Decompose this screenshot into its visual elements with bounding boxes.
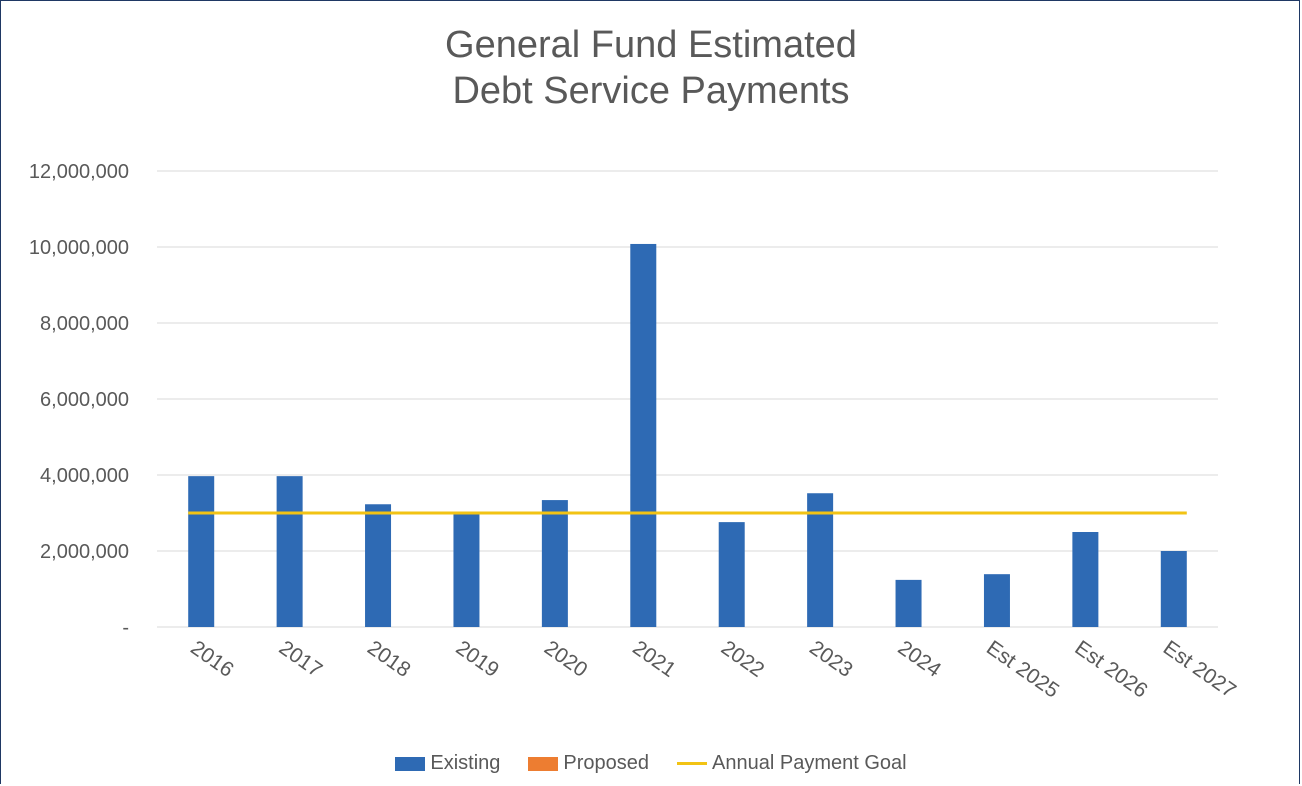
y-tick-label: - — [122, 617, 129, 639]
bar-existing — [276, 476, 303, 627]
legend-item-existing: Existing — [395, 752, 500, 775]
chart-title: General Fund Estimated Debt Service Paym… — [0, 22, 1302, 114]
x-tick-label: 2020 — [540, 636, 591, 682]
x-tick-label: Est 2025 — [982, 636, 1063, 702]
chart-title-line-2: Debt Service Payments — [452, 70, 850, 112]
legend-swatch-annual-payment-goal — [677, 762, 708, 765]
bar-existing — [365, 504, 392, 627]
bar-existing — [1160, 551, 1187, 627]
y-tick-label: 6,000,000 — [40, 389, 129, 411]
legend-label-existing: Existing — [430, 752, 501, 774]
x-tick-label: 2018 — [363, 636, 414, 682]
chart-legend: Existing Proposed Annual Payment Goal — [0, 752, 1302, 775]
x-tick-label: 2024 — [894, 636, 946, 682]
y-tick-label: 8,000,000 — [40, 313, 129, 335]
legend-swatch-existing — [395, 756, 426, 771]
y-tick-label: 12,000,000 — [29, 161, 129, 183]
bar-existing — [807, 493, 834, 627]
bar-existing — [541, 500, 568, 627]
bar-existing — [895, 579, 922, 627]
x-tick-label: Est 2027 — [1159, 636, 1240, 702]
x-tick-label: 2023 — [805, 636, 856, 682]
bar-existing — [983, 574, 1010, 627]
y-tick-label: 4,000,000 — [40, 465, 129, 487]
x-tick-label: Est 2026 — [1071, 636, 1152, 702]
legend-label-proposed: Proposed — [563, 752, 650, 774]
y-tick-label: 2,000,000 — [40, 541, 129, 563]
bar-existing — [453, 511, 480, 627]
x-tick-label: 2019 — [452, 636, 503, 682]
bar-existing — [718, 522, 745, 627]
x-tick-label: 2022 — [717, 636, 768, 682]
x-tick-label: 2017 — [275, 636, 326, 682]
legend-item-proposed: Proposed — [528, 752, 649, 775]
bar-existing — [188, 476, 215, 627]
y-tick-label: 10,000,000 — [29, 237, 129, 259]
legend-label-annual-payment-goal: Annual Payment Goal — [712, 752, 907, 774]
bar-existing — [1072, 532, 1099, 627]
x-tick-label: 2021 — [628, 636, 679, 682]
legend-swatch-proposed — [528, 756, 559, 771]
x-tick-label: 2016 — [186, 636, 237, 682]
legend-item-annual-payment-goal: Annual Payment Goal — [677, 752, 907, 775]
chart-title-line-1: General Fund Estimated — [445, 24, 857, 66]
bar-existing — [630, 243, 657, 627]
